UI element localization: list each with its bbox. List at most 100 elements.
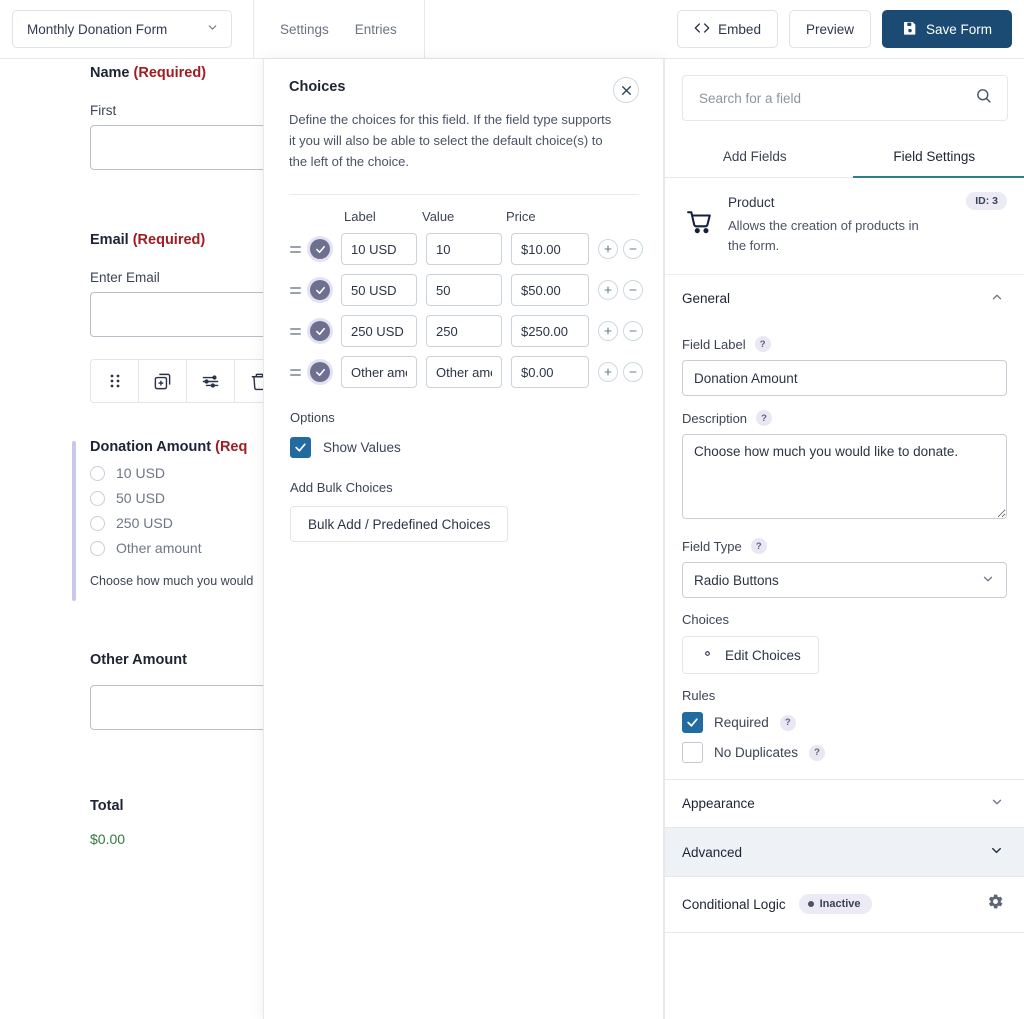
gear-icon[interactable] bbox=[987, 893, 1004, 915]
field-settings-icon[interactable] bbox=[187, 360, 235, 402]
tab-add-fields[interactable]: Add Fields bbox=[722, 149, 787, 164]
minus-circle-icon[interactable] bbox=[623, 239, 643, 259]
chevron-down-icon bbox=[206, 21, 219, 37]
preview-field-other-amount[interactable]: Other Amount bbox=[0, 588, 290, 730]
drag-handle-icon[interactable] bbox=[290, 327, 301, 335]
duplicate-icon[interactable] bbox=[139, 360, 187, 402]
radio-option[interactable]: 250 USD bbox=[90, 515, 290, 531]
preview-field-total[interactable]: Total $0.00 bbox=[0, 730, 290, 847]
status-badge-label: Inactive bbox=[819, 898, 861, 910]
question-icon[interactable]: ? bbox=[750, 538, 767, 554]
rule-required[interactable]: Required ? bbox=[682, 712, 1007, 733]
tab-field-settings[interactable]: Field Settings bbox=[845, 137, 1024, 178]
choice-default-toggle[interactable] bbox=[310, 362, 330, 382]
choice-price-input[interactable] bbox=[511, 315, 589, 347]
rules-row: Rules bbox=[682, 688, 1007, 703]
embed-button[interactable]: Embed bbox=[677, 10, 778, 48]
choice-label-input[interactable] bbox=[341, 274, 417, 306]
choice-row bbox=[290, 233, 643, 265]
drag-dots-icon[interactable] bbox=[91, 360, 139, 402]
no-duplicates-checkbox[interactable] bbox=[682, 742, 703, 763]
choice-price-input[interactable] bbox=[511, 233, 589, 265]
status-dot-icon bbox=[807, 901, 814, 907]
first-name-input[interactable] bbox=[90, 125, 290, 170]
field-type-select[interactable]: Radio Buttons bbox=[682, 562, 1007, 598]
drag-handle-icon[interactable] bbox=[290, 368, 301, 376]
minus-circle-icon[interactable] bbox=[623, 321, 643, 341]
field-settings-sidebar: Add Fields Field Settings Product Allows… bbox=[664, 59, 1024, 1019]
minus-circle-icon[interactable] bbox=[623, 280, 643, 300]
choices-column-headers: Label Value Price bbox=[290, 209, 639, 224]
required-checkbox[interactable] bbox=[682, 712, 703, 733]
save-form-button[interactable]: Save Form bbox=[881, 10, 1012, 48]
field-title: Donation Amount (Req bbox=[90, 439, 290, 455]
choice-row-actions bbox=[598, 321, 643, 341]
drag-handle-icon[interactable] bbox=[290, 245, 301, 253]
bulk-add-button[interactable]: Bulk Add / Predefined Choices bbox=[290, 506, 509, 542]
field-label-input[interactable] bbox=[682, 360, 1007, 396]
question-icon[interactable]: ? bbox=[754, 336, 771, 352]
nav-tab-entries[interactable]: Entries bbox=[354, 21, 397, 37]
search-input[interactable] bbox=[699, 90, 975, 106]
accordion-advanced-header[interactable]: Advanced bbox=[665, 827, 1024, 877]
plus-circle-icon[interactable] bbox=[598, 239, 618, 259]
conditional-logic-title: Conditional Logic bbox=[682, 896, 786, 912]
radio-group: 10 USD 50 USD 250 USD Other amount bbox=[90, 465, 290, 556]
choice-row-actions bbox=[598, 362, 643, 382]
accordion-general-body: Field Label ? Description ? Field Type ?… bbox=[665, 336, 1024, 779]
choice-value-input[interactable] bbox=[426, 233, 502, 265]
radio-option[interactable]: 50 USD bbox=[90, 490, 290, 506]
minus-circle-icon[interactable] bbox=[623, 362, 643, 382]
description-textarea[interactable] bbox=[682, 434, 1007, 519]
preview-field-email[interactable]: Email (Required) Enter Email bbox=[0, 170, 290, 337]
rule-no-duplicates[interactable]: No Duplicates ? bbox=[682, 742, 1007, 763]
choice-default-toggle[interactable] bbox=[310, 321, 330, 341]
preview-label: Preview bbox=[805, 21, 854, 37]
other-amount-input[interactable] bbox=[90, 685, 290, 730]
field-title: Name (Required) bbox=[90, 65, 290, 81]
radio-option[interactable]: 10 USD bbox=[90, 465, 290, 481]
no-duplicates-label: No Duplicates bbox=[714, 745, 799, 760]
nav-tab-settings[interactable]: Settings bbox=[280, 21, 329, 37]
choice-default-toggle[interactable] bbox=[310, 239, 330, 259]
form-selector-dropdown[interactable]: Monthly Donation Form bbox=[12, 10, 232, 48]
panel-divider bbox=[289, 194, 639, 195]
question-icon[interactable]: ? bbox=[779, 714, 796, 731]
sub-label: First bbox=[90, 103, 117, 118]
top-toolbar: Monthly Donation Form Settings Entries E… bbox=[0, 0, 1024, 59]
choice-default-toggle[interactable] bbox=[310, 280, 330, 300]
email-input[interactable] bbox=[90, 292, 290, 337]
choice-value-input[interactable] bbox=[426, 274, 502, 306]
show-values-option[interactable]: Show Values bbox=[290, 437, 639, 458]
preview-field-donation-amount[interactable]: Donation Amount (Req 10 USD 50 USD 250 U… bbox=[0, 403, 290, 601]
close-icon[interactable] bbox=[613, 77, 639, 103]
search-box[interactable] bbox=[682, 75, 1008, 121]
question-icon[interactable]: ? bbox=[756, 410, 773, 426]
choice-label-input[interactable] bbox=[341, 356, 417, 388]
edit-choices-button[interactable]: Edit Choices bbox=[682, 636, 819, 674]
plus-circle-icon[interactable] bbox=[598, 321, 618, 341]
sidebar-tabs: Add Fields Field Settings bbox=[665, 137, 1024, 178]
rules-caption: Rules bbox=[682, 688, 716, 703]
field-id-badge: ID: 3 bbox=[966, 192, 1007, 210]
preview-field-name[interactable]: Name (Required) First bbox=[0, 59, 290, 170]
question-icon[interactable]: ? bbox=[809, 744, 826, 761]
choice-price-input[interactable] bbox=[511, 274, 589, 306]
choice-price-input[interactable] bbox=[511, 356, 589, 388]
choice-label-input[interactable] bbox=[341, 315, 417, 347]
choice-label-input[interactable] bbox=[341, 233, 417, 265]
field-action-toolbar bbox=[90, 359, 290, 403]
choice-value-input[interactable] bbox=[426, 315, 502, 347]
accordion-general-header[interactable]: General bbox=[665, 275, 1024, 322]
total-value: $0.00 bbox=[90, 831, 126, 847]
accordion-appearance-header[interactable]: Appearance bbox=[665, 779, 1024, 827]
show-values-checkbox[interactable] bbox=[290, 437, 311, 458]
total-title: Total bbox=[90, 798, 124, 814]
choice-value-input[interactable] bbox=[426, 356, 502, 388]
plus-circle-icon[interactable] bbox=[598, 362, 618, 382]
plus-circle-icon[interactable] bbox=[598, 280, 618, 300]
search-icon[interactable] bbox=[975, 87, 992, 109]
preview-button[interactable]: Preview bbox=[788, 10, 871, 48]
radio-option[interactable]: Other amount bbox=[90, 540, 290, 556]
drag-handle-icon[interactable] bbox=[290, 286, 301, 294]
